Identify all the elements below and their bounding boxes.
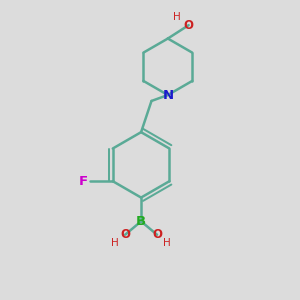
Text: H: H — [164, 238, 171, 248]
Text: O: O — [184, 19, 194, 32]
Text: H: H — [173, 12, 181, 22]
Text: N: N — [162, 88, 173, 101]
Text: B: B — [136, 215, 146, 228]
Text: F: F — [79, 175, 88, 188]
Text: O: O — [120, 228, 130, 241]
Text: H: H — [111, 238, 119, 248]
Text: O: O — [152, 228, 162, 241]
